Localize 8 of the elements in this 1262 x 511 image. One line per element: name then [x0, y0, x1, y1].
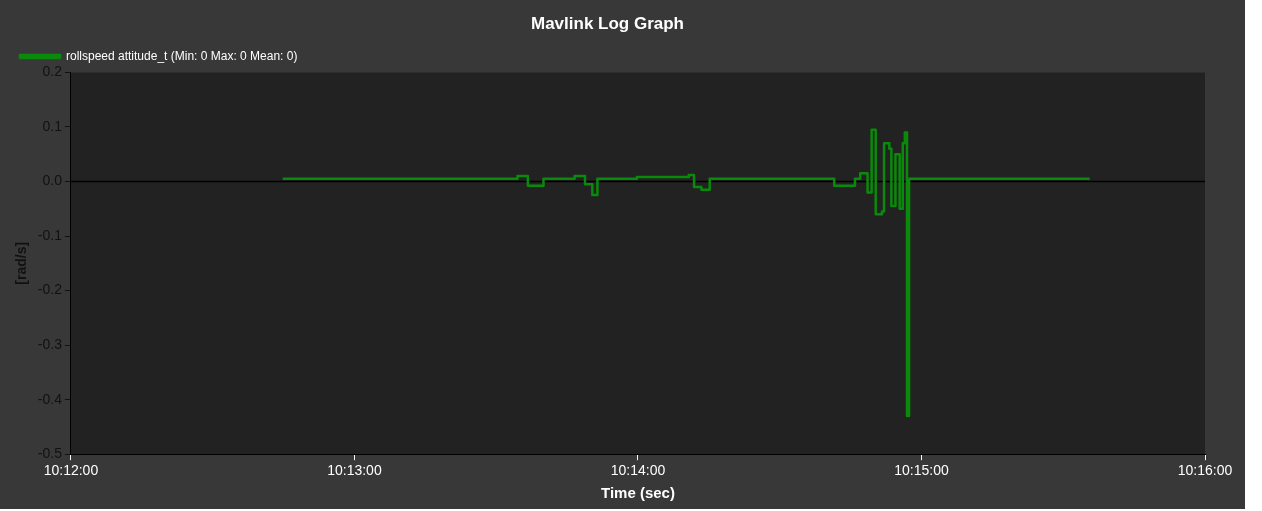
x-tick-label: 10:16:00: [1177, 462, 1233, 479]
legend-label: rollspeed attitude_t (Min: 0 Max: 0 Mean: 0): [66, 48, 298, 63]
x-axis-title: Time (sec): [600, 484, 675, 502]
x-tick-label: 10:15:00: [894, 462, 949, 479]
x-tick-label: 10:13:00: [327, 462, 382, 479]
chart-title: Mavlink Log Graph: [530, 13, 685, 33]
x-tick-label: 10:14:00: [610, 462, 666, 479]
x-tick-label: 10:12:00: [43, 462, 99, 479]
